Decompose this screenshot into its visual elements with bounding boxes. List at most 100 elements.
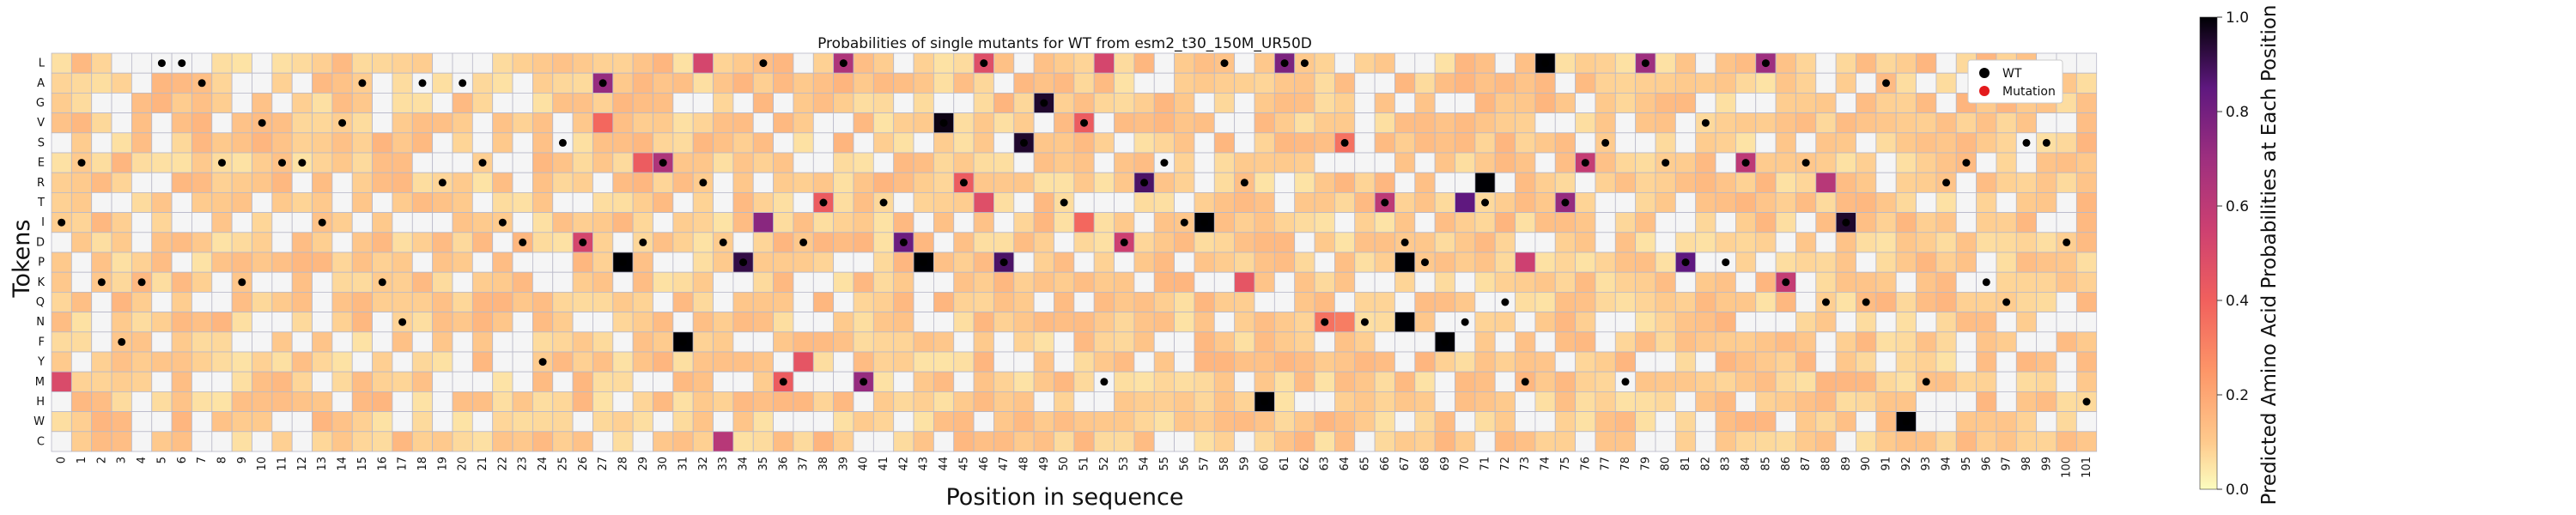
heatmap-cell (1695, 152, 1716, 173)
heatmap-cell (1735, 232, 1757, 253)
heatmap-cell (1575, 312, 1596, 333)
heatmap-cell (1133, 331, 1155, 353)
heatmap-cell (1614, 251, 1637, 273)
heatmap-cell (70, 251, 93, 273)
heatmap-cell (1114, 212, 1135, 233)
heatmap-cell (1534, 331, 1556, 353)
heatmap-cell (632, 52, 653, 74)
heatmap-cell (1674, 52, 1697, 74)
heatmap-cell (1935, 152, 1957, 173)
heatmap-cell (1935, 291, 1957, 312)
heatmap-cell (773, 232, 794, 253)
heatmap-cell (1013, 112, 1035, 134)
heatmap-cell (392, 351, 413, 373)
heatmap-cell (1534, 212, 1556, 233)
heatmap-cell (1273, 431, 1296, 452)
heatmap-cell (612, 371, 634, 392)
heatmap-cell (70, 191, 93, 213)
heatmap-cell (592, 411, 614, 433)
heatmap-cell (1174, 251, 1195, 273)
heatmap-cell (993, 212, 1015, 233)
heatmap-cell (191, 52, 213, 74)
heatmap-cell (1695, 52, 1716, 74)
heatmap-cell (1955, 172, 1978, 193)
heatmap-cell (1033, 112, 1054, 134)
heatmap-cell (872, 93, 895, 114)
heatmap-cell (1273, 331, 1296, 353)
heatmap-cell (471, 93, 494, 114)
heatmap-cell (1194, 72, 1215, 94)
heatmap-cell (1554, 431, 1577, 452)
heatmap-cell (1635, 371, 1656, 392)
heatmap-cell (1273, 132, 1296, 154)
heatmap-cell (732, 212, 754, 233)
heatmap-cell (452, 351, 473, 373)
heatmap-cell (131, 251, 153, 273)
heatmap-cell (1735, 331, 1757, 353)
heatmap-cell (872, 351, 895, 373)
heatmap-cell (612, 52, 634, 74)
heatmap-cell (1494, 93, 1516, 114)
heatmap-cell (1735, 52, 1757, 74)
heatmap-cell (1715, 172, 1736, 193)
heatmap-cell (1856, 52, 1877, 74)
heatmap-cell (1916, 251, 1937, 273)
heatmap-cell (1374, 132, 1395, 154)
heatmap-cell (1614, 72, 1637, 94)
heatmap-cell (411, 251, 434, 273)
heatmap-cell (91, 331, 112, 353)
heatmap-cell (1554, 251, 1577, 273)
heatmap-cell (1273, 371, 1296, 392)
heatmap-cell (532, 312, 554, 333)
heatmap-cell (1314, 191, 1335, 213)
heatmap-cell (833, 312, 854, 333)
heatmap-cell (1554, 351, 1577, 373)
heatmap-cell (91, 93, 112, 114)
heatmap-cell (1434, 291, 1455, 312)
heatmap-cell (1976, 172, 1997, 193)
heatmap-cell (1434, 52, 1455, 74)
heatmap-cell (632, 112, 653, 134)
heatmap-cell (70, 312, 93, 333)
heatmap-cell (1434, 212, 1455, 233)
heatmap-cell (993, 411, 1015, 433)
heatmap-cell (552, 371, 574, 392)
heatmap-cell (231, 112, 252, 134)
heatmap-cell (973, 172, 994, 193)
heatmap-cell (252, 93, 273, 114)
heatmap-cell (812, 212, 835, 233)
heatmap-cell (1013, 52, 1035, 74)
heatmap-cell (1174, 232, 1195, 253)
heatmap-cell (1133, 93, 1155, 114)
heatmap-cell (872, 291, 895, 312)
heatmap-cell (171, 271, 192, 293)
heatmap-cell (1073, 93, 1095, 114)
heatmap-cell (351, 271, 374, 293)
heatmap-cell (1054, 291, 1075, 312)
heatmap-cell (1073, 391, 1095, 412)
heatmap-cell (1334, 251, 1356, 273)
heatmap-cell (271, 431, 293, 452)
heatmap-cell (1534, 312, 1556, 333)
heatmap-cell (1455, 431, 1476, 452)
heatmap-cell (1795, 312, 1817, 333)
heatmap-cell (812, 351, 835, 373)
heatmap-cell (1735, 371, 1757, 392)
heatmap-cell (411, 132, 434, 154)
heatmap-cell (1976, 312, 1997, 333)
heatmap-cell (793, 331, 814, 353)
heatmap-cell (372, 152, 393, 173)
heatmap-cell (1013, 291, 1035, 312)
heatmap-cell (70, 212, 93, 233)
heatmap-cell (1755, 212, 1777, 233)
x-tick-label: 57 (1199, 457, 1212, 471)
heatmap-cell (1635, 391, 1656, 412)
heatmap-cell (492, 52, 513, 74)
heatmap-cell (752, 391, 775, 412)
heatmap-cell (973, 312, 994, 333)
wt-marker (1120, 238, 1128, 246)
heatmap-cell (1494, 371, 1516, 392)
heatmap-cell (1515, 391, 1536, 412)
heatmap-cell (411, 93, 434, 114)
heatmap-cell (1595, 351, 1616, 373)
